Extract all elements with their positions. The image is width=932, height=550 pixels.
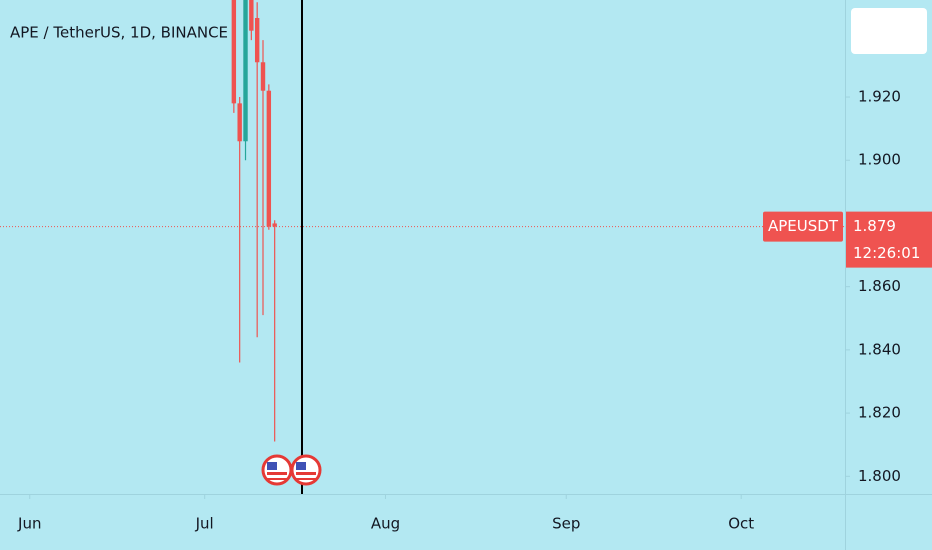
x-tick-label: Sep xyxy=(552,515,580,533)
candle-body xyxy=(237,103,242,142)
y-tick-label: 1.900 xyxy=(858,151,901,169)
candle-body xyxy=(249,0,254,31)
x-tick-label: Jun xyxy=(17,515,41,533)
y-tick-label: 1.860 xyxy=(858,277,901,295)
candle-body xyxy=(260,62,266,91)
y-tick-label: 1.800 xyxy=(858,467,901,485)
price-label-box xyxy=(846,211,932,268)
y-tick-label: 1.820 xyxy=(858,404,901,422)
event-flag[interactable] xyxy=(261,454,293,486)
countdown-label: 12:26:01 xyxy=(853,244,920,262)
event-flag[interactable] xyxy=(290,454,322,486)
chart-title: APE / TetherUS, 1D, BINANCE xyxy=(10,24,228,42)
x-tick-label: Oct xyxy=(728,515,754,533)
y-tick-label: 1.840 xyxy=(858,340,901,358)
y-tick-label: 1.920 xyxy=(858,88,901,106)
candle-body xyxy=(266,90,272,227)
symbol-label-box xyxy=(763,211,843,242)
toolbar-box[interactable] xyxy=(851,8,927,54)
candle-body xyxy=(272,223,277,227)
plot xyxy=(231,0,277,442)
candle-body xyxy=(243,0,248,142)
x-tick-label: Aug xyxy=(371,515,400,533)
candle-body xyxy=(254,18,260,63)
symbol-label: APEUSDT xyxy=(768,217,839,235)
candle-body xyxy=(231,0,237,104)
x-tick-label: Jul xyxy=(195,515,214,533)
price-label: 1.879 xyxy=(853,217,896,235)
